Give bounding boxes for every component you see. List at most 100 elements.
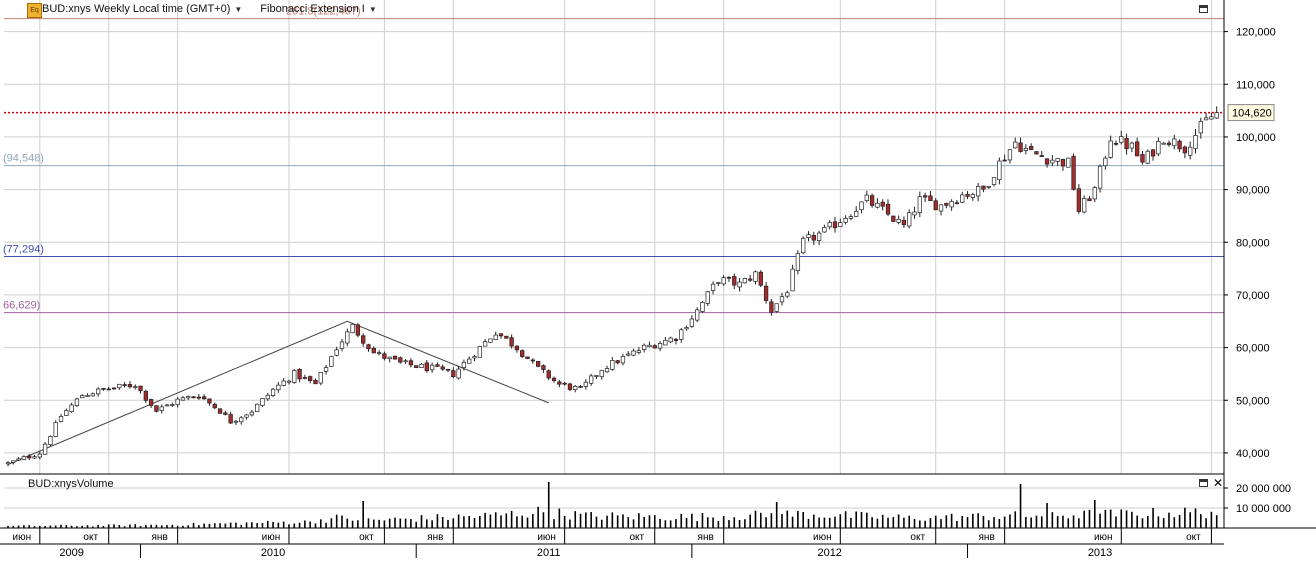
candle-body	[896, 218, 901, 223]
candle-body	[642, 344, 647, 351]
y-tick-label-6: 100,000	[1236, 132, 1276, 144]
candle-body	[392, 355, 398, 360]
candle-body	[308, 376, 313, 381]
candle-body	[244, 414, 249, 418]
maximize-price-panel-icon[interactable]	[1199, 5, 1208, 13]
candle-body	[355, 324, 361, 336]
candle-body	[1172, 138, 1177, 147]
study-title[interactable]: Fibonacci Extension I	[260, 3, 365, 15]
study-dropdown-icon[interactable]: ▼	[368, 4, 377, 14]
volume-bars	[0, 473, 1224, 528]
candle-body	[270, 388, 276, 397]
candle-body	[1124, 138, 1129, 150]
candle-body	[21, 456, 27, 460]
fib-label-1: (94,548)	[3, 153, 44, 165]
candle-body	[1066, 157, 1071, 168]
candle-body	[180, 397, 186, 401]
candle-body	[763, 285, 769, 301]
candle-body	[440, 366, 445, 370]
candle-body	[1055, 158, 1060, 162]
candle-body	[361, 335, 366, 344]
candle-body	[1013, 141, 1018, 149]
candle-body	[922, 195, 928, 198]
last-price-label: 104,620	[1232, 108, 1272, 120]
candle-body	[1150, 149, 1156, 157]
candle-body	[1177, 140, 1182, 150]
candle-body	[806, 234, 811, 239]
candle-body	[912, 211, 917, 216]
candle-body	[64, 410, 69, 416]
candle-body	[573, 385, 578, 390]
candle-body	[710, 283, 716, 291]
symbol-title[interactable]: BUD:xnys Weekly Local time (GMT+0)	[42, 3, 231, 15]
equity-icon[interactable]: Eq	[27, 3, 42, 18]
candle-body	[700, 302, 705, 312]
candle-body	[366, 344, 371, 350]
candle-body	[790, 268, 795, 292]
candle-body	[594, 375, 599, 377]
close-volume-panel-icon[interactable]: ✕	[1213, 476, 1224, 490]
candle-body	[965, 194, 970, 197]
candle-body	[334, 349, 339, 356]
candle-body	[779, 296, 785, 303]
candle-body	[159, 406, 164, 411]
candle-body	[350, 323, 355, 334]
fib-label-2: (77,294)	[3, 244, 44, 256]
candle-body	[345, 331, 350, 344]
candle-body	[610, 360, 615, 370]
candle-body	[827, 222, 832, 228]
last-price-box	[1227, 104, 1275, 122]
candle-body	[371, 347, 376, 354]
candle-body	[816, 232, 822, 241]
candle-body	[546, 370, 551, 379]
candle-body	[620, 356, 626, 364]
candle-body	[875, 202, 880, 208]
candle-body	[276, 384, 281, 391]
candle-body	[663, 339, 668, 346]
candles	[5, 106, 1219, 467]
candle-body	[265, 394, 270, 400]
candle-body	[551, 377, 557, 381]
candle-body	[1002, 159, 1007, 162]
candle-body	[1161, 142, 1166, 145]
candle-body	[535, 360, 541, 367]
month-label-12: июн	[1094, 532, 1113, 543]
candle-body	[636, 350, 642, 353]
y-tick-label-1: 50,000	[1236, 395, 1270, 407]
candle-body	[456, 368, 461, 379]
volume-panel-title: BUD:xnysVolume	[28, 478, 114, 490]
candle-body	[117, 383, 122, 389]
candle-body	[774, 303, 779, 312]
maximize-volume-panel-icon[interactable]	[1199, 479, 1208, 487]
candle-body	[435, 364, 440, 367]
vol-tick-label-0: 20 000 000	[1236, 483, 1291, 495]
candle-body	[1060, 159, 1066, 167]
candle-body	[138, 385, 143, 391]
month-label-0: июн	[13, 532, 32, 543]
y-tick-label-3: 70,000	[1236, 290, 1270, 302]
candle-body	[673, 338, 679, 341]
candle-body	[419, 363, 424, 368]
candle-body	[1050, 159, 1055, 164]
month-label-6: июн	[537, 532, 556, 543]
candle-body	[917, 196, 922, 213]
candle-body	[679, 329, 684, 340]
candle-body	[323, 367, 329, 372]
candle-body	[615, 360, 620, 364]
candle-body	[504, 335, 509, 339]
candle-body	[859, 201, 864, 211]
candle-body	[1188, 146, 1193, 156]
candle-body	[429, 364, 435, 371]
candle-body	[684, 327, 689, 330]
candle-body	[281, 380, 286, 386]
candle-body	[451, 370, 456, 378]
symbol-dropdown-icon[interactable]: ▼	[234, 4, 243, 14]
candle-body	[414, 365, 419, 368]
candle-body	[880, 201, 885, 207]
candle-body	[832, 221, 838, 229]
y-tick-label-7: 110,000	[1236, 79, 1275, 91]
candle-body	[843, 218, 848, 223]
candle-body	[398, 357, 403, 363]
